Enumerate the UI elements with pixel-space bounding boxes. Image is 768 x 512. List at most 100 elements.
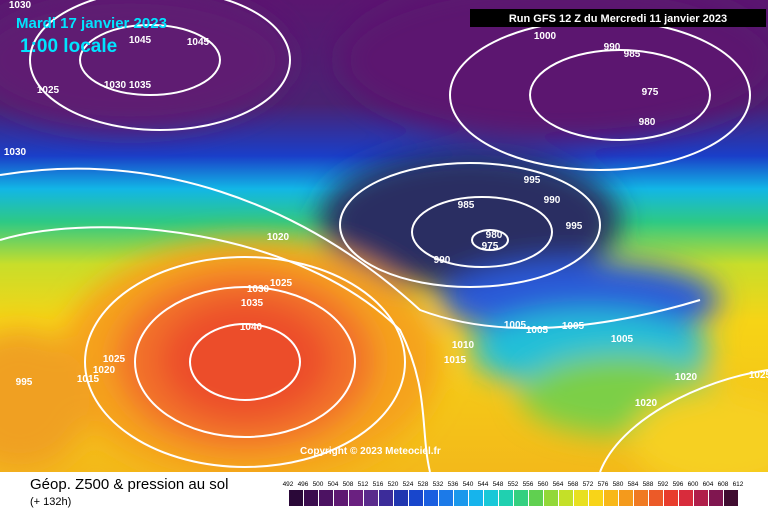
isobar-label: 1035 (129, 80, 152, 91)
colorbar-swatch (679, 490, 693, 506)
colorbar-label: 536 (448, 481, 459, 488)
run-box (470, 9, 766, 27)
colorbar-label: 588 (643, 481, 654, 488)
colorbar-swatch (394, 490, 408, 506)
colorbar-label: 540 (463, 481, 474, 488)
colorbar-label: 560 (538, 481, 549, 488)
isobar-label: 1045 (187, 37, 210, 48)
colorbar-swatch (469, 490, 483, 506)
colorbar-swatch (619, 490, 633, 506)
colorbar-swatch (664, 490, 678, 506)
colorbar-label: 604 (703, 481, 714, 488)
isobar-label: 980 (486, 230, 503, 241)
colorbar-label: 552 (508, 481, 519, 488)
isobar-label: 1030 (247, 284, 270, 295)
isobar-label: 1040 (240, 322, 263, 333)
isobar-label: 1025 (749, 370, 768, 381)
isobar-label: 1025 (37, 85, 60, 96)
isobar-label: 995 (524, 175, 541, 186)
colorbar-label: 544 (478, 481, 489, 488)
colorbar-label: 528 (418, 481, 429, 488)
colorbar-swatch (319, 490, 333, 506)
colorbar-label: 532 (433, 481, 444, 488)
colorbar-swatch (454, 490, 468, 506)
colorbar-swatch (514, 490, 528, 506)
colorbar-label: 596 (673, 481, 684, 488)
colorbar-swatch (604, 490, 618, 506)
isobar-label: 1030 (4, 147, 27, 158)
colorbar-swatch (349, 490, 363, 506)
isobar-label: 1005 (562, 321, 585, 332)
isobar-label: 1045 (129, 35, 152, 46)
colorbar-label: 548 (493, 481, 504, 488)
colorbar-swatch (289, 490, 303, 506)
isobar-label: 975 (642, 87, 659, 98)
isobar-label: 1010 (452, 340, 475, 351)
isobar-label: 1005 (504, 320, 527, 331)
colorbar-label: 592 (658, 481, 669, 488)
footer-lead: (+ 132h) (30, 496, 71, 508)
colorbar-swatch (634, 490, 648, 506)
forecast-date: Mardi 17 janvier 2023 (16, 15, 167, 32)
colorbar-swatch (574, 490, 588, 506)
isobar-label: 975 (482, 241, 499, 252)
colorbar-label: 524 (403, 481, 414, 488)
colorbar-swatch (694, 490, 708, 506)
footer-title: Géop. Z500 & pression au sol (30, 476, 228, 493)
colorbar-label: 512 (358, 481, 369, 488)
colorbar-label: 600 (688, 481, 699, 488)
colorbar-swatch (709, 490, 723, 506)
colorbar-label: 564 (553, 481, 564, 488)
isobar-label: 995 (566, 221, 583, 232)
isobar-label: 985 (458, 200, 475, 211)
colorbar-swatch (304, 490, 318, 506)
colorbar-swatch (559, 490, 573, 506)
isobar-label: 1020 (267, 232, 290, 243)
isobar-label: 1000 (534, 31, 557, 42)
colorbar-swatch (334, 490, 348, 506)
colorbar-label: 584 (628, 481, 639, 488)
isobar-label: 980 (639, 117, 656, 128)
colorbar-swatch (649, 490, 663, 506)
colorbar-swatch (364, 490, 378, 506)
colorbar-swatch (589, 490, 603, 506)
forecast-time: 1:00 locale (20, 36, 117, 57)
colorbar-swatch (499, 490, 513, 506)
colorbar-label: 568 (568, 481, 579, 488)
isobar-label: 1035 (241, 298, 264, 309)
colorbar-label: 516 (373, 481, 384, 488)
isobar-label: 1020 (93, 365, 116, 376)
colorbar-swatch (439, 490, 453, 506)
isobar-label: 1005 (526, 325, 549, 336)
isobar-label: 1015 (77, 374, 100, 385)
colorbar-swatch (424, 490, 438, 506)
colorbar-label: 500 (313, 481, 324, 488)
colorbar-label: 492 (283, 481, 294, 488)
colorbar-label: 580 (613, 481, 624, 488)
isobar-label: 990 (544, 195, 561, 206)
colorbar-swatch (724, 490, 738, 506)
colorbar-label: 576 (598, 481, 609, 488)
isobar-label: 1020 (675, 372, 698, 383)
isobar-label: 1025 (103, 354, 126, 365)
isobar-label: 990 (604, 42, 621, 53)
colorbar-label: 508 (343, 481, 354, 488)
colorbar-label: 608 (718, 481, 729, 488)
colorbar-swatch (409, 490, 423, 506)
isobar-label: 1005 (611, 334, 634, 345)
isobar-label: 985 (624, 49, 641, 60)
run-info: Run GFS 12 Z du Mercredi 11 janvier 2023 (509, 13, 727, 25)
colorbar-label: 612 (733, 481, 744, 488)
isobar-label: 1025 (270, 278, 293, 289)
isobar-label: 990 (434, 255, 451, 266)
colorbar-label: 556 (523, 481, 534, 488)
copyright: Copyright © 2023 Meteociel.fr (300, 446, 441, 457)
isobar-label: 1030 (104, 80, 127, 91)
isobars (0, 0, 768, 472)
colorbar-swatch (544, 490, 558, 506)
isobar-label: 995 (16, 377, 33, 388)
colorbar-label: 520 (388, 481, 399, 488)
colorbar-swatch (484, 490, 498, 506)
